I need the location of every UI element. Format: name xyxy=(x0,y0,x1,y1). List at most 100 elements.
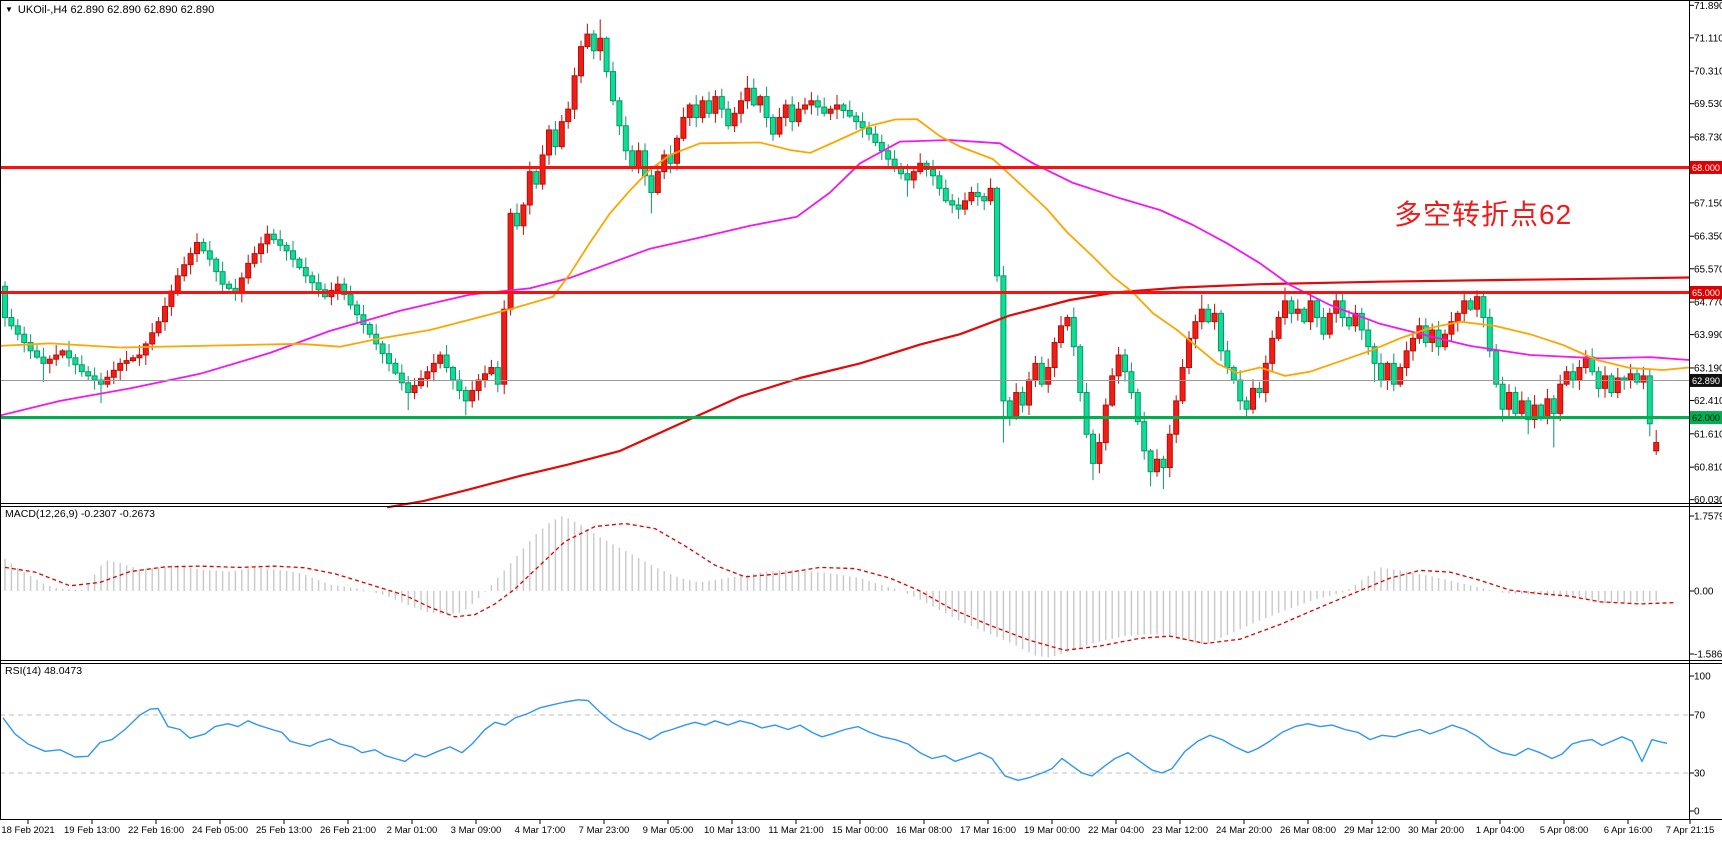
candle-body xyxy=(418,378,424,387)
candle-body xyxy=(1570,371,1576,381)
time-axis-label: 22 Mar 04:00 xyxy=(1088,825,1144,836)
candle-body xyxy=(456,379,463,391)
candle-body xyxy=(571,75,578,110)
price-badge xyxy=(1690,286,1722,300)
candle-body xyxy=(1122,354,1128,373)
candle-body xyxy=(1525,400,1532,421)
candle-body xyxy=(315,282,322,291)
candle-body xyxy=(411,385,418,394)
candle-body xyxy=(1550,398,1557,414)
candle-body xyxy=(693,104,700,118)
candle-body xyxy=(552,129,559,148)
candle-body xyxy=(558,121,565,148)
candle-body xyxy=(1614,377,1621,394)
price-badge-label: 62.890 xyxy=(1692,376,1720,387)
candle-body xyxy=(1454,312,1461,323)
rsi-axis-label: 70 xyxy=(1694,711,1706,722)
time-axis-label: 24 Mar 20:00 xyxy=(1216,825,1272,836)
candle-body xyxy=(1224,350,1231,369)
candle-body xyxy=(1147,450,1154,473)
candle-body xyxy=(1410,337,1416,352)
candle-body xyxy=(1346,317,1352,327)
time-axis-label: 24 Feb 05:00 xyxy=(192,825,248,836)
candle-body xyxy=(821,106,828,114)
collapse-arrow-icon[interactable]: ▼ xyxy=(5,5,13,14)
candle-body xyxy=(853,115,860,123)
candle-body xyxy=(1365,329,1372,348)
candle-body xyxy=(443,354,450,369)
candle-body xyxy=(1230,367,1237,381)
candle-body xyxy=(258,243,264,255)
candle-body xyxy=(1026,379,1032,406)
candle-body xyxy=(802,104,808,110)
candle-body xyxy=(1051,342,1058,369)
candle-body xyxy=(507,212,514,310)
candle-body xyxy=(763,96,770,118)
candle-body xyxy=(392,362,399,374)
candle-body xyxy=(859,121,866,129)
candle-body xyxy=(1077,346,1084,394)
candle-body xyxy=(27,342,34,352)
candle-body xyxy=(1474,296,1480,310)
candle-body xyxy=(1486,317,1493,352)
candle-body xyxy=(8,317,15,327)
candle-body xyxy=(174,275,181,292)
candle-body xyxy=(1058,325,1064,344)
candle-body xyxy=(437,354,444,364)
time-axis-label: 11 Mar 21:00 xyxy=(768,825,823,836)
price-badge-label: 68.000 xyxy=(1692,163,1720,174)
candle-body xyxy=(686,104,693,118)
time-axis-label: 1 Apr 04:00 xyxy=(1476,825,1525,836)
candle-body xyxy=(488,367,495,375)
candle-body xyxy=(379,343,386,355)
candle-body xyxy=(1205,308,1212,323)
price-axis-label: 60.030 xyxy=(1694,495,1722,506)
price-axis-label: 63.990 xyxy=(1694,330,1722,341)
candle-body xyxy=(1192,321,1199,339)
candle-body xyxy=(78,364,85,373)
candle-body xyxy=(648,175,655,193)
candle-body xyxy=(1390,362,1397,385)
candle-body xyxy=(629,150,636,168)
candle-body xyxy=(1518,400,1525,414)
candle-body xyxy=(718,96,725,110)
candle-body xyxy=(34,350,40,358)
candle-body xyxy=(949,200,956,206)
candle-body xyxy=(2,285,8,319)
candle-body xyxy=(450,367,456,381)
candle-body xyxy=(1640,375,1647,383)
candle-body xyxy=(930,169,936,177)
candle-body xyxy=(584,33,591,48)
time-axis-label: 17 Mar 16:00 xyxy=(960,825,1016,836)
candle-body xyxy=(1557,383,1564,414)
candle-body xyxy=(1090,433,1096,464)
candle-body xyxy=(66,350,72,359)
time-axis-label: 4 Mar 17:00 xyxy=(515,825,566,836)
price-axis-label: 71.110 xyxy=(1694,33,1722,44)
candle-body xyxy=(725,108,732,127)
price-axis-label: 66.350 xyxy=(1694,232,1722,243)
candle-body xyxy=(251,253,258,264)
time-axis-label: 30 Mar 20:00 xyxy=(1408,825,1464,836)
candle-body xyxy=(706,100,712,114)
candle-body xyxy=(110,369,117,378)
candle-body xyxy=(1134,392,1141,423)
candle-body xyxy=(814,100,821,108)
candle-body xyxy=(610,71,616,102)
price-axis-label: 71.890 xyxy=(1694,1,1722,12)
price-axis-label: 60.810 xyxy=(1694,463,1722,474)
price-badge xyxy=(1690,160,1722,174)
candle-body xyxy=(1083,392,1090,435)
candle-body xyxy=(149,332,156,345)
time-axis-label: 26 Mar 08:00 xyxy=(1280,825,1336,836)
time-axis-label: 25 Feb 13:00 xyxy=(256,825,312,836)
macd-axis-label: 1.7579 xyxy=(1694,512,1722,523)
candle-body xyxy=(1403,350,1410,369)
candle-body xyxy=(546,129,552,156)
candle-body xyxy=(117,362,124,371)
candle-body xyxy=(1448,321,1455,335)
candle-body xyxy=(1243,400,1250,410)
rsi-indicator-label: RSI(14) 48.0473 xyxy=(5,665,83,677)
candle-body xyxy=(1576,367,1583,381)
